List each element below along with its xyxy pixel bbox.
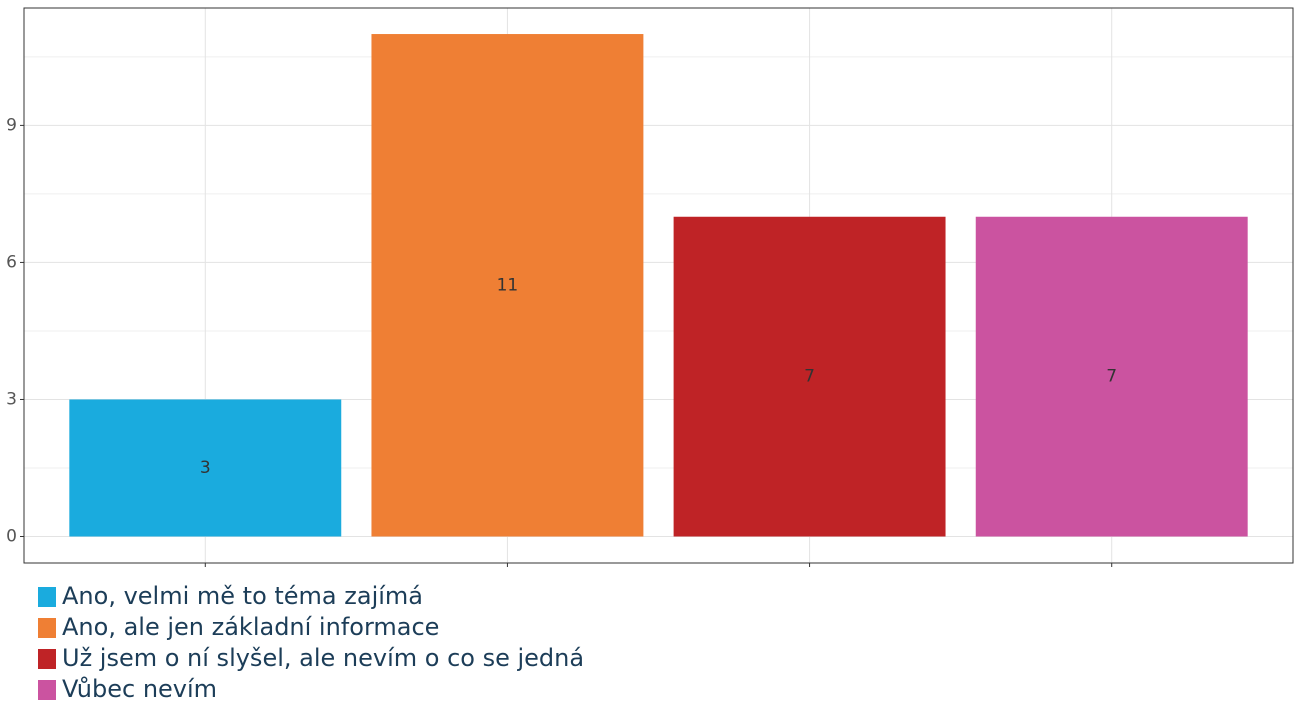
value-label: 7 xyxy=(1106,367,1117,387)
bar xyxy=(69,399,342,537)
value-label: 3 xyxy=(200,458,211,478)
legend-swatch xyxy=(38,587,56,607)
bar xyxy=(673,216,946,537)
y-tick-label: 0 xyxy=(6,527,17,547)
legend-label: Ano, ale jen základní informace xyxy=(62,613,439,641)
value-label: 7 xyxy=(804,367,815,387)
legend-label: Ano, velmi mě to téma zajímá xyxy=(62,582,423,610)
value-label: 11 xyxy=(497,275,519,295)
y-tick-label: 9 xyxy=(6,115,17,135)
y-tick-label: 3 xyxy=(6,389,17,409)
legend-label: Už jsem o ní slyšel, ale nevím o co se j… xyxy=(62,644,584,672)
bar xyxy=(371,34,644,537)
bar xyxy=(975,216,1248,537)
legend-swatch xyxy=(38,618,56,638)
y-tick-label: 6 xyxy=(6,252,17,272)
legend-label: Vůbec nevím xyxy=(62,675,217,703)
legend-swatch xyxy=(38,680,56,700)
legend-swatch xyxy=(38,649,56,669)
plot-border xyxy=(23,7,1294,564)
